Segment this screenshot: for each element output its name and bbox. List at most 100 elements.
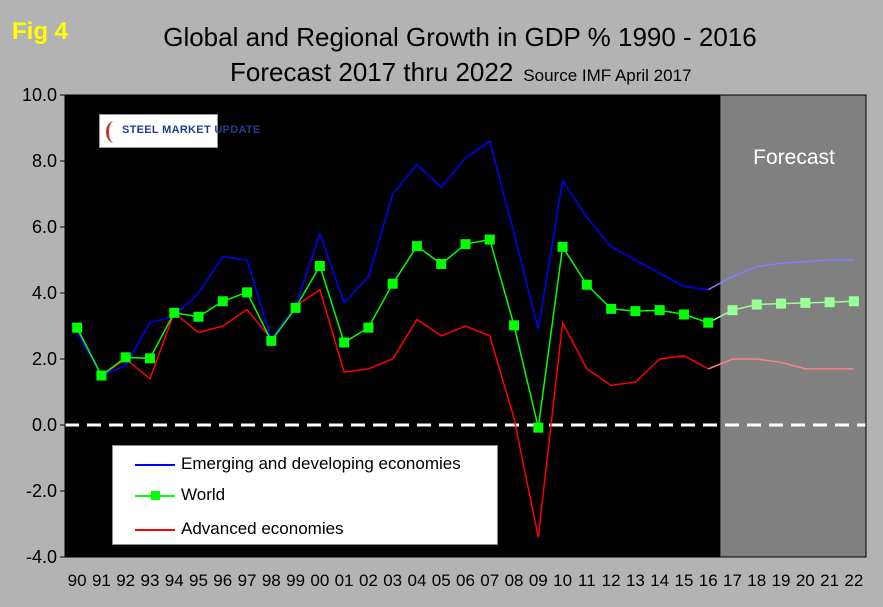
legend-item-emerging: Emerging and developing economies [113,450,493,480]
y-tick-label: 10.0 [22,85,57,105]
world-point [533,422,544,433]
legend-item-world: World [113,481,493,511]
y-tick-label: 8.0 [32,151,57,171]
x-tick-label: 10 [553,571,572,590]
x-tick-label: 12 [602,571,621,590]
x-tick-label: 20 [796,571,815,590]
x-tick-label: 00 [310,571,329,590]
x-tick-label: 96 [213,571,232,590]
legend-world-label: World [181,485,226,504]
plot-border [64,94,867,558]
world-point [169,307,180,318]
legend-advanced-line [135,529,175,531]
logo-swoosh-icon [106,121,122,143]
chart-legend: Emerging and developing economies World … [112,445,498,545]
series-line-advanced [76,288,709,538]
world-point [436,258,447,269]
y-tick-label: 6.0 [32,217,57,237]
world-point [290,302,301,313]
world-point [776,298,787,309]
x-tick-label: 03 [383,571,402,590]
world-point [654,305,665,316]
x-tick-label: 02 [359,571,378,590]
steel-market-update-logo: STEEL MARKET UPDATE [99,114,260,148]
world-point [460,239,471,250]
x-tick-label: 13 [626,571,645,590]
world-point [751,299,762,310]
world-point [363,322,374,333]
series-line-emerging [76,139,709,377]
x-tick-label: 93 [140,571,159,590]
world-point [703,317,714,328]
world-point [411,241,422,252]
x-tick-label: 01 [335,571,354,590]
figure-label: Fig 4 [12,18,69,45]
world-point [266,335,277,346]
chart-subtitle: Forecast 2017 thru 2022 Source IMF April … [230,57,692,88]
y-tick-label: -4.0 [26,547,57,567]
world-point [678,309,689,320]
legend-world-marker [151,491,160,500]
world-point [96,370,107,381]
x-tick-label: 97 [238,571,257,590]
x-tick-label: 95 [189,571,208,590]
world-point [630,306,641,317]
x-tick-label: 11 [578,571,596,590]
world-point [144,353,155,364]
legend-advanced-label: Advanced economies [181,519,344,538]
x-tick-label: 91 [92,571,111,590]
world-point [581,279,592,290]
series-line-advanced-forecast [707,358,854,370]
world-point [120,352,131,363]
x-tick-label: 07 [480,571,499,590]
x-tick-label: 98 [262,571,281,590]
x-tick-label: 05 [432,571,451,590]
world-point [848,296,859,307]
logo-text: STEEL MARKET UPDATE [122,124,261,136]
world-point [217,296,228,307]
legend-item-advanced: Advanced economies [113,515,493,545]
world-point [824,297,835,308]
chart-title: Global and Regional Growth in GDP % 1990… [163,22,757,52]
world-point [193,311,204,322]
x-tick-label: 99 [286,571,305,590]
x-tick-label: 14 [650,571,669,590]
forecast-label: Forecast [753,146,835,169]
world-point [339,337,350,348]
x-tick-label: 94 [165,571,184,590]
x-tick-label: 17 [723,571,742,590]
world-point [72,322,83,333]
world-point [727,305,738,316]
y-tick-label: 4.0 [32,283,57,303]
x-tick-label: 06 [456,571,475,590]
series-line-emerging-forecast [707,259,854,291]
x-tick-label: 18 [747,571,766,590]
x-tick-label: 19 [772,571,791,590]
x-tick-label: 90 [68,571,87,590]
x-tick-label: 15 [674,571,693,590]
y-tick-label: 0.0 [32,415,57,435]
x-tick-label: 22 [844,571,863,590]
x-tick-label: 16 [699,571,718,590]
forecast-region [720,95,866,557]
source-note: Source IMF April 2017 [523,66,692,85]
x-tick-label: 04 [407,571,426,590]
legend-emerging-label: Emerging and developing economies [181,454,461,473]
world-point [606,303,617,314]
world-point [484,234,495,245]
x-tick-label: 08 [505,571,524,590]
world-point [242,287,253,298]
world-point [800,297,811,308]
world-point [387,278,398,289]
x-tick-label: 92 [116,571,135,590]
y-tick-label: 2.0 [32,349,57,369]
world-point [557,241,568,252]
world-point [509,320,520,331]
legend-emerging-line [135,464,175,466]
chart-subtitle-text: Forecast 2017 thru 2022 [230,57,514,87]
x-tick-label: 09 [529,571,548,590]
x-tick-label: 21 [820,571,839,590]
world-point [314,260,325,271]
y-tick-label: -2.0 [26,481,57,501]
